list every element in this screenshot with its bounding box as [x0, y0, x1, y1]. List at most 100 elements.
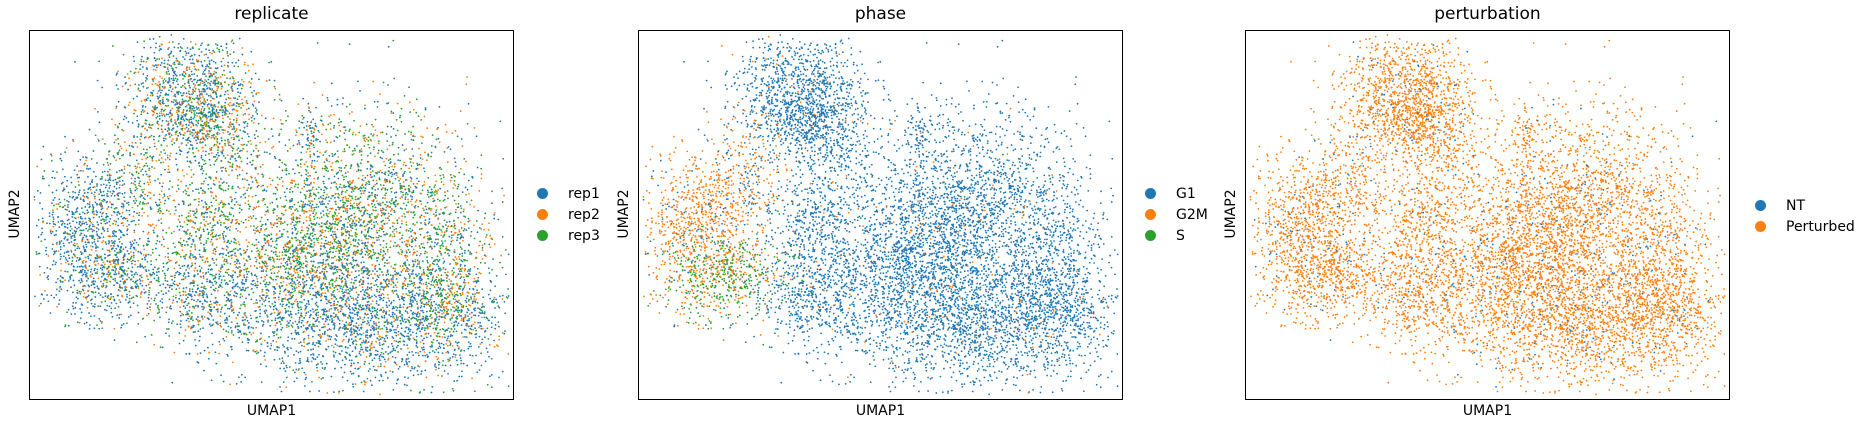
scatter-point	[106, 267, 109, 270]
scatter-point	[312, 140, 315, 142]
scatter-point	[94, 243, 97, 246]
scatter-point	[224, 167, 227, 170]
scatter-point	[168, 298, 171, 301]
scatter-point	[333, 175, 336, 178]
scatter-point	[93, 269, 96, 272]
scatter-point	[213, 248, 216, 250]
scatter-point	[41, 177, 44, 180]
scatter-point	[420, 142, 423, 145]
scatter-point	[100, 280, 102, 283]
scatter-point	[225, 300, 228, 302]
scatter-point	[158, 198, 161, 201]
scatter-point	[372, 148, 375, 151]
scatter-point	[328, 160, 331, 163]
scatter-point	[64, 325, 67, 328]
scatter-point	[399, 177, 402, 180]
scatter-point	[235, 61, 237, 64]
scatter-point	[172, 55, 175, 57]
scatter-point	[243, 126, 246, 129]
scatter-point	[197, 305, 200, 307]
scatter-point	[152, 110, 155, 113]
scatter-point	[59, 241, 61, 244]
scatter-point	[416, 177, 418, 180]
scatter-point	[142, 85, 145, 88]
scatter-point	[235, 283, 238, 286]
scatter-point	[73, 198, 76, 201]
scatter-point	[144, 335, 147, 338]
scatter-point	[112, 247, 114, 250]
scatter-point	[241, 149, 244, 152]
scatter-point	[155, 274, 158, 277]
scatter-point	[86, 191, 89, 194]
scatter-point	[371, 205, 374, 208]
scatter-point	[145, 136, 148, 138]
scatter-point	[190, 54, 193, 57]
scatter-point	[215, 144, 218, 146]
scatter-point	[324, 197, 327, 200]
scatter-point	[198, 48, 201, 51]
scatter-point	[404, 215, 406, 218]
scatter-point	[344, 191, 347, 193]
scatter-point	[167, 81, 170, 84]
scatter-point	[145, 243, 148, 245]
scatter-point	[102, 228, 105, 231]
scatter-point	[347, 171, 349, 173]
scatter-point	[338, 166, 341, 169]
scatter-point	[273, 272, 276, 274]
scatter-point	[115, 159, 118, 161]
scatter-point	[179, 49, 182, 52]
scatter-point	[202, 114, 205, 117]
scatter-point	[53, 204, 55, 207]
scatter-point	[183, 221, 186, 223]
scatter-point	[159, 99, 162, 102]
scatter-point	[430, 283, 433, 286]
scatter-point	[346, 251, 348, 254]
scatter-point	[155, 294, 158, 297]
scatter-point	[151, 166, 153, 168]
scatter-point	[87, 284, 90, 287]
scatter-point	[101, 264, 103, 267]
scatter-point	[276, 215, 278, 217]
scatter-point	[249, 86, 252, 89]
scatter-point	[157, 219, 160, 222]
scatter-point	[228, 123, 231, 126]
scatter-point	[158, 193, 161, 196]
scatter-point	[305, 257, 307, 260]
scatter-point	[389, 240, 392, 243]
scatter-point	[194, 109, 196, 112]
scatter-point	[148, 240, 151, 243]
scatter-point	[48, 184, 50, 187]
scatter-point	[102, 211, 105, 214]
scatter-point	[134, 180, 136, 183]
scatter-point	[204, 261, 206, 264]
scatter-point	[208, 153, 210, 155]
scatter-point	[118, 149, 121, 152]
scatter-point	[136, 285, 139, 288]
scatter-point	[158, 81, 160, 83]
scatter-point	[104, 292, 107, 294]
scatter-point	[87, 255, 89, 258]
scatter-point	[204, 67, 207, 70]
scatter-point	[146, 129, 149, 132]
scatter-point	[234, 191, 237, 194]
scatter-point	[177, 284, 179, 287]
scatter-point	[168, 286, 171, 289]
scatter-point	[215, 195, 218, 198]
scatter-point	[109, 224, 111, 227]
scatter-point	[106, 208, 109, 210]
scatter-point	[309, 287, 311, 290]
scatter-point	[412, 162, 415, 164]
scatter-point	[371, 241, 374, 244]
scatter-point	[212, 228, 214, 231]
scatter-point	[210, 95, 213, 98]
scatter-point	[81, 260, 84, 263]
scatter-point	[119, 289, 121, 292]
scatter-point	[171, 107, 174, 110]
scatter-point	[223, 111, 226, 114]
scatter-point	[194, 304, 197, 307]
scatter-point	[158, 280, 160, 283]
scatter-point	[204, 249, 207, 251]
scatter-point	[127, 201, 130, 204]
scatter-point	[220, 221, 222, 224]
plot-area	[29, 30, 514, 400]
